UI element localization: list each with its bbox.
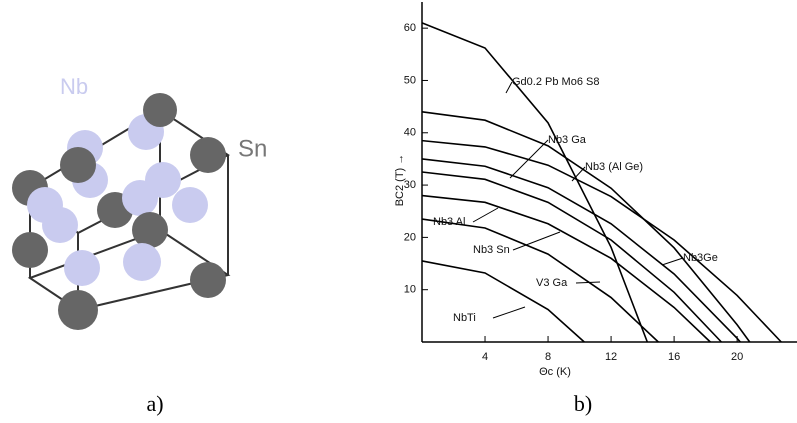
sn-atom (190, 262, 226, 298)
sn-atom (58, 290, 98, 330)
label-arrow (505, 81, 513, 94)
series-label: Nb3 Ga (548, 134, 587, 146)
x-tick-label: 4 (482, 351, 488, 363)
label-arrow (492, 306, 526, 319)
caption: a) (146, 391, 163, 416)
y-axis-label: BC2 (T) → (394, 154, 406, 207)
line-series (421, 22, 649, 343)
x-tick-label: 20 (731, 351, 743, 363)
atom-label: Nb (60, 74, 88, 99)
label-arrow (472, 207, 499, 223)
sn-atom (190, 137, 226, 173)
sn-atom (132, 212, 168, 248)
nb-atom (122, 180, 158, 216)
line-series (421, 218, 659, 343)
y-tick-label: 60 (404, 22, 416, 34)
nb-atom (42, 207, 78, 243)
label-arrow (661, 257, 684, 266)
y-tick-label: 30 (404, 179, 416, 191)
series-label: Nb3 Sn (473, 244, 510, 256)
line-series (421, 139, 782, 343)
sn-atom (12, 232, 48, 268)
x-tick-label: 16 (668, 351, 680, 363)
x-axis-label: Θc (K) (539, 366, 571, 378)
series-label: Nb3Ge (683, 252, 718, 264)
y-tick-label: 20 (404, 231, 416, 243)
label-arrow (509, 139, 549, 179)
sn-atom (143, 93, 177, 127)
series-label: V3 Ga (536, 277, 568, 289)
y-tick-label: 50 (404, 74, 416, 86)
line-series (421, 158, 741, 343)
y-tick-label: 10 (404, 284, 416, 296)
label-arrow (512, 231, 561, 251)
series-label: Gd0.2 Pb Mo6 S8 (512, 76, 599, 88)
atom-label: Sn (238, 135, 267, 162)
x-tick-label: 8 (545, 351, 551, 363)
line-series (421, 111, 751, 343)
series-label: Nb3 (Al Ge) (585, 161, 643, 173)
series-label: NbTi (453, 312, 476, 324)
series-label: Nb3 Al (433, 216, 465, 228)
label-arrow (575, 281, 601, 284)
caption: b) (574, 391, 592, 416)
line-series (421, 260, 585, 343)
x-tick-label: 12 (605, 351, 617, 363)
sn-atom (60, 147, 96, 183)
y-tick-label: 40 (404, 127, 416, 139)
atoms (12, 93, 226, 330)
nb-atom (64, 250, 100, 286)
nb-atom (172, 187, 208, 223)
line-series (421, 171, 722, 343)
line-series (421, 194, 711, 343)
nb-atom (123, 243, 161, 281)
